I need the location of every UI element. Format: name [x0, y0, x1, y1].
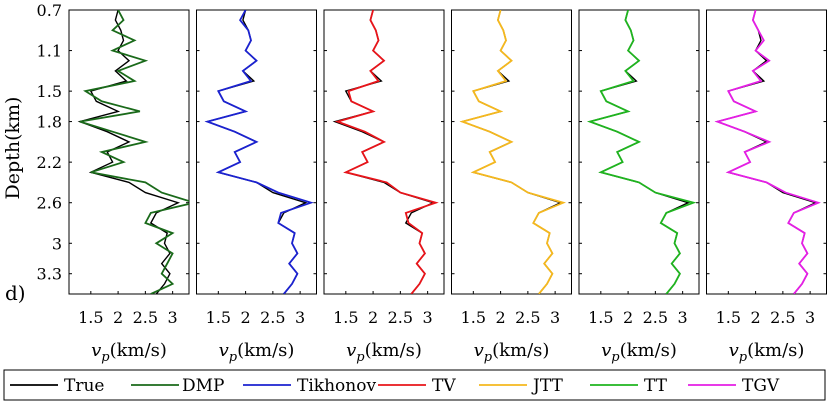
x-tick-label: 2	[750, 308, 760, 327]
x-axis-label: vp(km/s)	[91, 340, 167, 365]
series-tikhonov-line	[204, 10, 314, 294]
x-tick-label: 1.5	[716, 308, 741, 327]
legend-label: TGV	[742, 376, 780, 396]
legend: True DMP Tikhonov TV JTT TT TGV	[3, 369, 826, 401]
x-axis-label: vp(km/s)	[474, 340, 550, 365]
y-tick-label: 2.6	[37, 194, 62, 213]
x-tick-label: 3	[423, 308, 433, 327]
legend-label: DMP	[182, 376, 224, 396]
y-tick-label: 0.7	[37, 1, 62, 20]
series-true-line	[715, 10, 818, 294]
subplot-tikhonov: 1.5 2 2.5 3vp(km/s)	[196, 9, 317, 365]
x-tick-label: 2	[495, 308, 505, 327]
x-axis-label: vp(km/s)	[219, 340, 295, 365]
x-tick-label: 1.5	[206, 308, 231, 327]
x-tick-label: 1.5	[78, 308, 103, 327]
series-true-line	[587, 10, 691, 294]
x-tick-label: 2.5	[260, 308, 285, 327]
y-tick-label: 1.8	[37, 113, 62, 132]
x-tick-label: 2	[623, 308, 633, 327]
legend-entry-jtt: JTT	[479, 376, 563, 396]
x-tick-label: 1.5	[461, 308, 486, 327]
x-axis-label: vp(km/s)	[346, 340, 422, 365]
y-tick-labels: 0.7 1.1 1.5 1.8 2.2 2.6 3 3.3	[37, 1, 62, 284]
legend-label: JTT	[531, 376, 563, 396]
legend-label: Tikhonov	[297, 376, 376, 396]
x-axis-label: vp(km/s)	[601, 340, 677, 365]
plot-frame	[323, 9, 445, 295]
x-tick-label: 2.5	[388, 308, 413, 327]
legend-entry-dmp: DMP	[131, 376, 224, 396]
x-axis-label: vp(km/s)	[729, 340, 805, 365]
x-tick-label: 2.5	[643, 308, 668, 327]
y-axis-label: Depth(km)	[2, 97, 24, 200]
series-true-line	[332, 10, 436, 294]
legend-entry-tt: TT	[590, 376, 668, 396]
legend-entry-tgv: TGV	[688, 376, 780, 396]
x-tick-label: 3	[550, 308, 560, 327]
series-true-line	[205, 10, 308, 294]
series-tv-line	[334, 10, 439, 294]
plot-frame	[68, 9, 190, 295]
legend-label: True	[64, 376, 104, 396]
x-tick-label: 1.5	[333, 308, 358, 327]
x-tick-label: 2.5	[515, 308, 540, 327]
y-tick-label: 3.3	[37, 265, 62, 284]
series-jtt-line	[459, 10, 567, 294]
subplot-tt: 1.5 2 2.5 3vp(km/s)	[578, 9, 700, 365]
plot-frame	[706, 9, 827, 295]
x-tick-label: 2	[240, 308, 250, 327]
x-tick-label: 3	[678, 308, 688, 327]
legend-label: TT	[644, 376, 668, 396]
legend-entry-tv: TV	[378, 376, 456, 396]
x-tick-label: 3	[168, 308, 178, 327]
y-tick-label: 1.5	[37, 82, 62, 101]
x-tick-label: 1.5	[588, 308, 613, 327]
y-tick-label: 1.1	[37, 42, 62, 61]
series-tt-line	[586, 10, 697, 294]
legend-label: TV	[432, 376, 456, 396]
series-true-line	[77, 10, 181, 294]
x-tick-label: 2	[113, 308, 123, 327]
x-tick-label: 2	[368, 308, 378, 327]
plot-frame	[451, 9, 572, 295]
x-tick-label: 3	[295, 308, 305, 327]
series-true-line	[460, 10, 563, 294]
subplot-jtt: 1.5 2 2.5 3vp(km/s)	[451, 9, 572, 365]
y-tick-label: 3	[52, 234, 62, 253]
x-tick-label: 2.5	[133, 308, 158, 327]
subplot-panels: 1.5 2 2.5 3vp(km/s)1.5 2 2.5 3vp(km/s)1.5 2 2.5 3…	[68, 9, 827, 365]
legend-entry-tikhonov: Tikhonov	[243, 376, 376, 396]
plot-frame	[578, 9, 700, 295]
subplot-tgv: 1.5 2 2.5 3vp(km/s)	[706, 9, 827, 365]
subplot-dmp: 1.5 2 2.5 3vp(km/s)	[68, 9, 190, 365]
plot-frame	[196, 9, 317, 295]
x-tick-label: 2.5	[770, 308, 795, 327]
legend-entry-true: True	[10, 376, 104, 396]
y-tick-label: 2.2	[37, 153, 62, 172]
panel-letter: d)	[5, 281, 26, 305]
x-tick-label: 3	[805, 308, 815, 327]
series-dmp-line	[79, 10, 189, 294]
series-tgv-line	[714, 10, 821, 294]
subplot-tv: 1.5 2 2.5 3vp(km/s)	[323, 9, 445, 365]
